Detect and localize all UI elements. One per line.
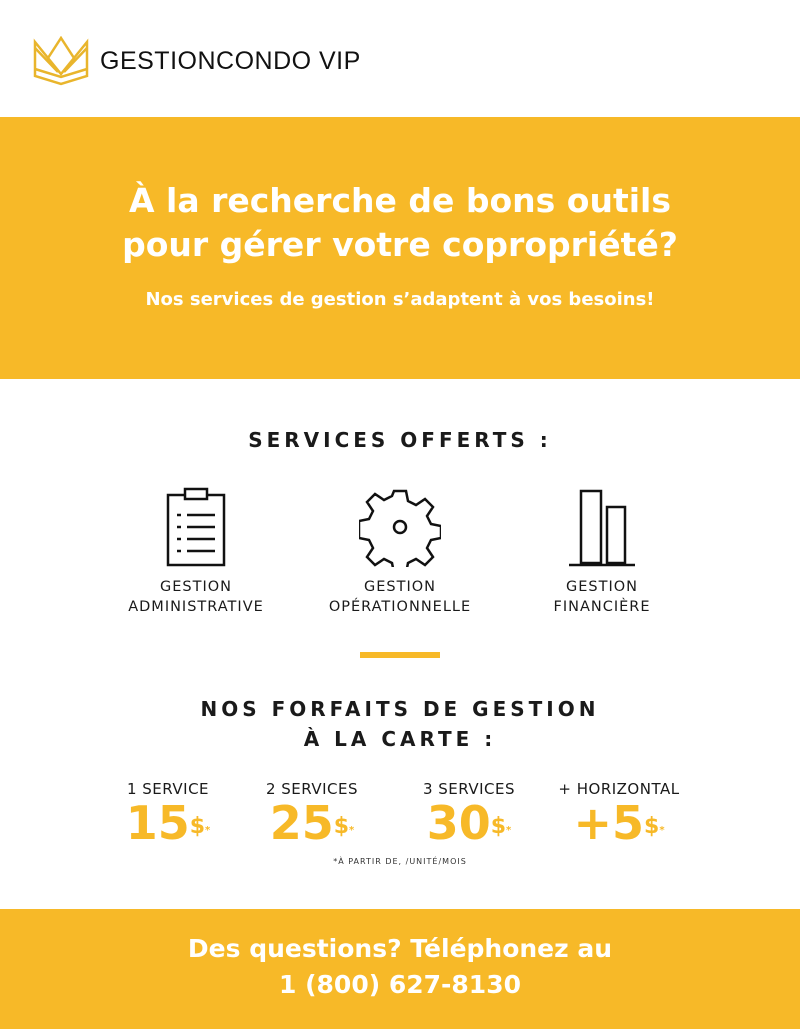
gear-icon: [359, 489, 441, 567]
plan-1: 1 SERVICE 15$*: [125, 780, 211, 850]
service-operationnelle: GESTION OPÉRATIONNELLE: [300, 487, 500, 617]
hero-subtitle: Nos services de gestion s’adaptent à vos…: [145, 289, 655, 310]
plan-2: 2 SERVICES 25$*: [265, 780, 359, 850]
brand-name: GESTIONCONDO VIP: [100, 46, 361, 75]
price-note: *À PARTIR DE, /UNITÉ/MOIS: [333, 857, 467, 866]
hero-banner: À la recherche de bons outils pour gérer …: [0, 117, 800, 379]
crown-icon: [33, 36, 89, 86]
bar-chart-icon: [569, 489, 635, 567]
divider: [360, 652, 440, 658]
service-administrative: GESTION ADMINISTRATIVE: [96, 487, 296, 617]
clipboard-icon: [166, 487, 226, 567]
phone-number[interactable]: 1 (800) 627-8130: [279, 970, 521, 999]
services-title: SERVICES OFFERTS :: [248, 428, 552, 452]
logo: GESTIONCONDO VIP: [32, 36, 361, 86]
hero-title: À la recherche de bons outils pour gérer …: [122, 181, 678, 264]
plans-title: NOS FORFAITS DE GESTION À LA CARTE :: [200, 697, 600, 751]
plan-3: 3 SERVICES 30$*: [422, 780, 516, 850]
footer-contact: Des questions? Téléphonez au 1 (800) 627…: [0, 909, 800, 1029]
service-financiere: GESTION FINANCIÈRE: [502, 487, 702, 617]
plan-horizontal: + HORIZONTAL +5$*: [558, 780, 680, 850]
